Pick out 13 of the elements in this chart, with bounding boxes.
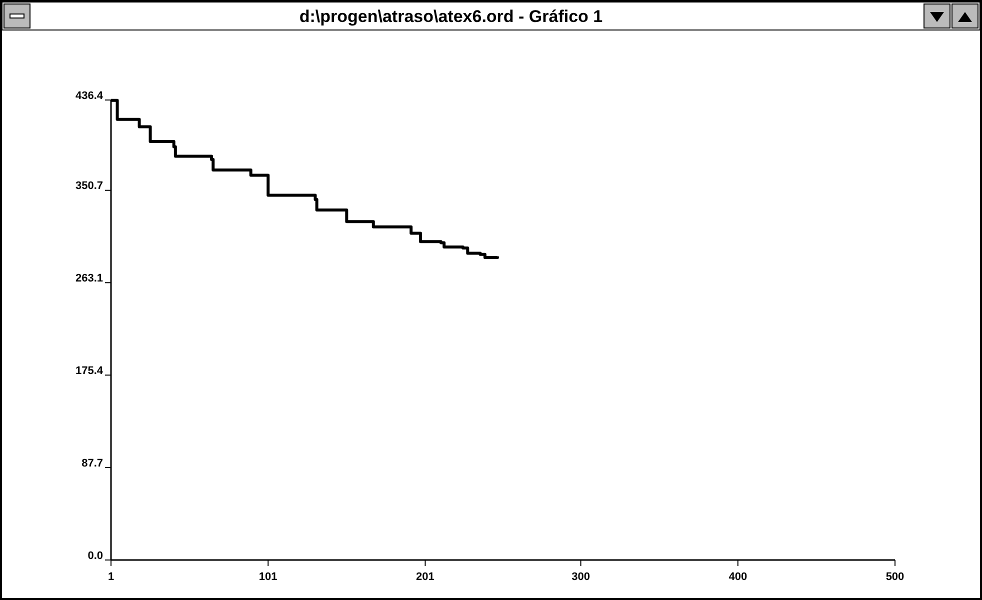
y-tick-label: 436.4 xyxy=(75,90,104,102)
x-tick-label: 300 xyxy=(572,571,590,583)
y-tick-label: 350.7 xyxy=(75,180,103,192)
y-tick-label: 263.1 xyxy=(75,272,103,285)
y-tick-label: 175.4 xyxy=(75,365,104,378)
x-tick-label: 201 xyxy=(416,571,434,583)
x-tick-label: 500 xyxy=(886,571,904,583)
y-tick-label: 87.7 xyxy=(82,457,103,470)
y-tick-label: 0.0 xyxy=(88,550,103,562)
x-tick-label: 400 xyxy=(728,571,748,583)
x-tick-label: 101 xyxy=(258,571,278,583)
chart-title: d:\progen\atraso\atex6.ord - Gráfico 1 xyxy=(299,7,603,26)
x-tick-label: 1 xyxy=(108,571,114,583)
